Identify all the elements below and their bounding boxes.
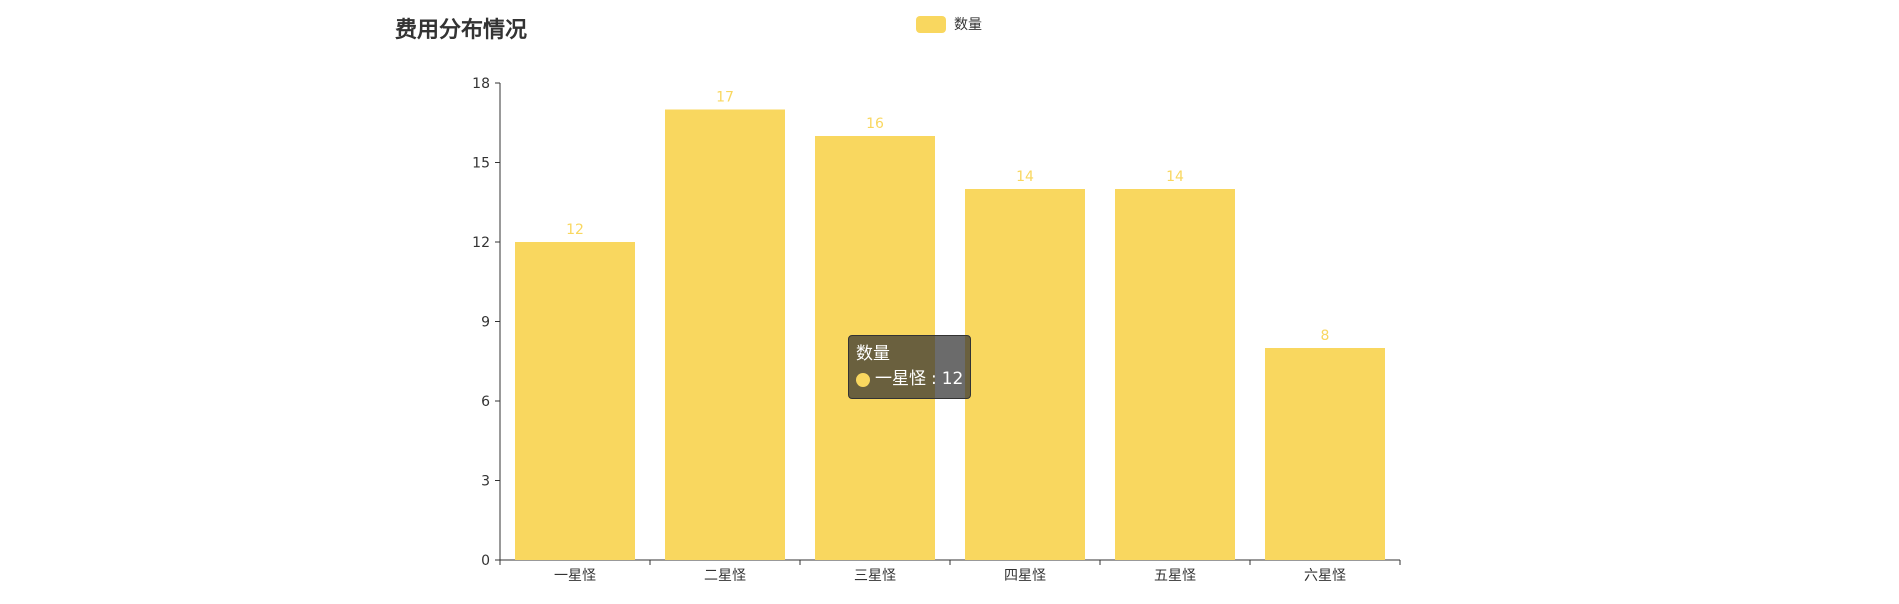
x-tick-label: 六星怪 (1304, 568, 1346, 584)
x-tick-label: 一星怪 (554, 568, 596, 584)
bar-value-label: 14 (1016, 169, 1034, 185)
tooltip-dot (856, 372, 870, 387)
y-tick-label: 18 (472, 76, 490, 92)
bar-value-label: 8 (1321, 328, 1330, 344)
bar[interactable] (1115, 189, 1235, 560)
bar-labels: 12 17 16 14 14 8 (566, 90, 1329, 345)
tooltip-series-name: 数量 (856, 344, 890, 364)
y-axis: 0 3 6 9 12 15 18 (472, 76, 501, 569)
tooltip-value: 12 (941, 369, 964, 389)
bar-value-label: 12 (566, 222, 584, 238)
x-tick-label: 四星怪 (1004, 568, 1046, 584)
y-tick-label: 12 (472, 235, 490, 251)
bar[interactable] (515, 242, 635, 560)
y-tick-label: 0 (481, 553, 490, 569)
bar-value-label: 14 (1166, 169, 1184, 185)
y-tick-label: 3 (481, 474, 490, 490)
legend-label: 数量 (954, 17, 982, 33)
bar[interactable] (965, 189, 1085, 560)
bars (515, 109, 1385, 561)
bar[interactable] (1265, 348, 1385, 560)
tooltip-category: 一星怪 (875, 369, 926, 389)
tooltip-row: 一星怪: 12 (856, 367, 963, 392)
x-tick-label: 三星怪 (854, 568, 896, 584)
x-tick-label: 五星怪 (1154, 568, 1196, 584)
y-tick-label: 15 (472, 156, 490, 172)
y-tick-label: 9 (481, 315, 490, 331)
x-tick-label: 二星怪 (704, 568, 746, 584)
chart-title: 费用分布情况 (395, 18, 528, 43)
x-axis: 一星怪 二星怪 三星怪 四星怪 五星怪 六星怪 (499, 559, 1401, 584)
tooltip: 数量 一星怪: 12 (848, 335, 972, 399)
bar-value-label: 16 (866, 116, 884, 132)
legend-swatch (916, 15, 946, 33)
bar-value-label: 17 (716, 90, 734, 106)
y-tick-label: 6 (481, 394, 490, 410)
legend-item[interactable]: 数量 (916, 14, 982, 34)
bar[interactable] (665, 109, 785, 561)
